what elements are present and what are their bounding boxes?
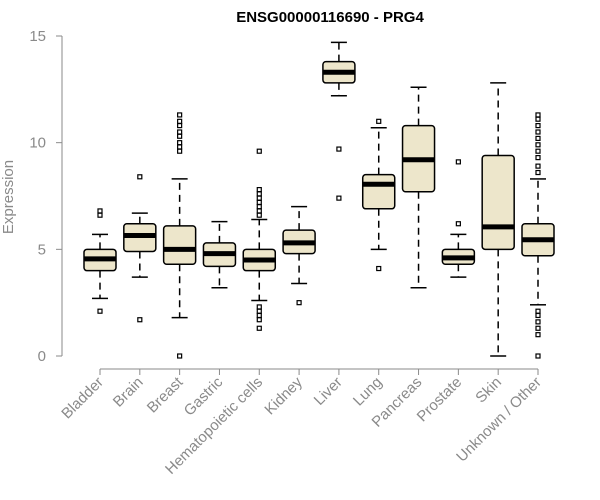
outlier-point (336, 146, 342, 152)
outlier-point (97, 208, 103, 214)
outlier-point (256, 317, 262, 323)
box-group-brain (123, 174, 157, 323)
outlier-point (256, 148, 262, 154)
outlier-point (455, 159, 461, 165)
outlier-point (256, 308, 262, 314)
y-tick-label: 5 (38, 241, 46, 258)
x-tick-label: Skin (472, 374, 505, 407)
outlier-point (177, 133, 183, 139)
outlier-point (535, 325, 541, 331)
outlier-point (177, 118, 183, 124)
outlier-point (535, 129, 541, 135)
iqr-box (162, 225, 197, 266)
outlier-point (177, 353, 183, 359)
x-tick-label: Lung (350, 374, 386, 410)
outlier-point (177, 148, 183, 154)
x-tick-label: Bladder (58, 374, 107, 423)
outlier-point (535, 112, 541, 118)
box-group-liver (322, 41, 356, 201)
box-group-prostate (441, 159, 476, 278)
outlier-point (256, 325, 262, 331)
outlier-point (296, 300, 302, 306)
x-tick-label: Breast (144, 373, 187, 416)
x-tick-label: Kidney (261, 373, 306, 418)
outlier-point (177, 144, 183, 150)
outlier-point (256, 312, 262, 319)
y-tick-label: 15 (29, 28, 46, 45)
box-group-breast (162, 112, 197, 359)
outlier-point (177, 112, 183, 118)
boxes (83, 41, 555, 359)
box-group-lung (361, 118, 396, 272)
box-group-hematopoietic-cells (242, 148, 277, 331)
y-axis-label: Expression (0, 160, 17, 234)
outlier-point (256, 204, 262, 210)
iqr-box (361, 173, 396, 210)
outlier-point (376, 265, 382, 272)
outlier-point (535, 163, 541, 169)
outlier-point (376, 118, 382, 124)
x-tick-label: Brain (110, 374, 147, 411)
box-group-kidney (282, 205, 316, 306)
outlier-point (455, 221, 461, 227)
outlier-point (256, 304, 262, 310)
outlier-point (535, 169, 541, 176)
outlier-point (177, 129, 183, 135)
y-axis: 0 5 10 15 (29, 28, 63, 365)
outlier-point (97, 212, 103, 218)
box-group-unknown-other (521, 112, 555, 359)
outlier-point (535, 148, 541, 154)
box-group-pancreas (401, 86, 436, 289)
box-group-gastric (202, 220, 237, 289)
outlier-point (256, 212, 262, 218)
outlier-point (535, 312, 541, 319)
y-tick-label: 10 (29, 135, 46, 152)
outlier-point (535, 116, 541, 122)
outlier-point (256, 195, 262, 201)
y-tick-label: 0 (38, 348, 46, 365)
outlier-point (535, 142, 541, 148)
outlier-point (137, 174, 143, 180)
chart-title: ENSG00000116690 - PRG4 (236, 9, 424, 26)
iqr-box (481, 154, 515, 251)
x-tick-label: Prostate (414, 374, 466, 426)
outlier-point (535, 308, 541, 314)
x-tick-label: Liver (311, 374, 346, 409)
outlier-point (177, 140, 183, 146)
box-group-skin (481, 82, 515, 357)
outlier-point (535, 319, 541, 325)
outlier-point (535, 135, 541, 141)
outlier-point (535, 122, 541, 129)
box-group-bladder (83, 208, 117, 314)
outlier-point (256, 187, 262, 193)
outlier-point (535, 353, 541, 359)
outlier-point (535, 155, 541, 161)
outlier-point (137, 317, 143, 323)
outlier-point (336, 195, 342, 201)
outlier-point (256, 208, 262, 214)
outlier-point (177, 122, 183, 129)
outlier-point (97, 308, 103, 314)
outlier-point (256, 191, 262, 197)
outlier-point (256, 199, 262, 205)
outlier-point (535, 332, 541, 338)
